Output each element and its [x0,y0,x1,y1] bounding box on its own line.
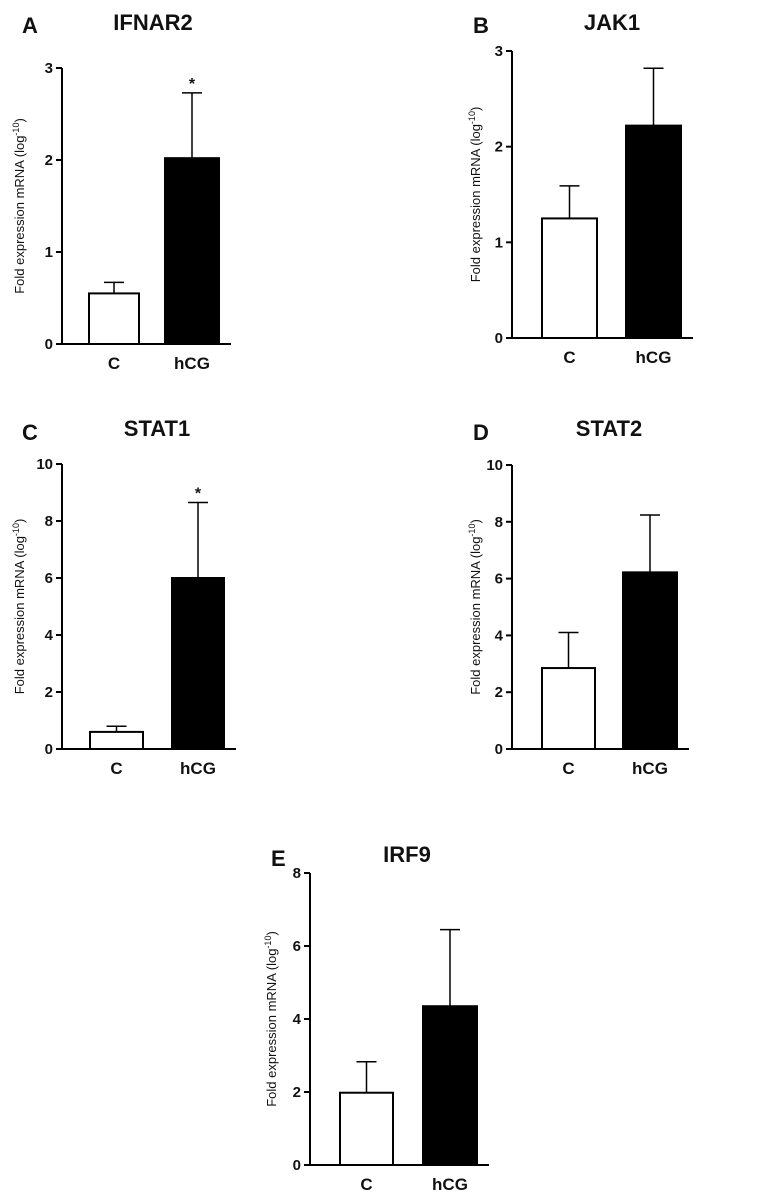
y-tick-label: 3 [495,43,503,60]
chart-panel-c: C STAT1 0 2 4 6 8 10 Fold expression mRNA (log-1… [11,416,236,778]
y-tick-label: 10 [36,456,53,473]
panel-letter: D [473,420,489,445]
y-axis-label: Fold expression mRNA (log-10) [467,107,483,283]
significance-marker: * [195,485,202,502]
y-tick-label: 1 [495,234,503,251]
y-tick-label: 0 [495,741,503,758]
chart-panel-b: B JAK1 0 1 2 3 Fold expression mRNA (log-10) C h… [467,10,693,367]
x-category-label: hCG [636,348,672,367]
x-category-label: hCG [632,759,668,778]
x-category-label: C [360,1175,372,1194]
chart-panel-e: E IRF9 0 2 4 6 8 Fold expression mRNA (log-10) C… [263,842,489,1194]
chart-title: STAT2 [576,416,642,441]
y-axis-label: Fold expression mRNA (log-10) [11,118,27,294]
bar-hcg [171,577,225,750]
y-tick-label: 4 [495,627,504,644]
panel-letter: B [473,13,489,38]
y-tick-label: 0 [293,1157,301,1174]
chart-title: IFNAR2 [113,10,192,35]
y-tick-label: 2 [293,1084,301,1101]
y-tick-label: 2 [45,684,53,701]
y-tick-label: 6 [45,570,53,587]
chart-title: JAK1 [584,10,640,35]
x-category-label: C [110,759,122,778]
panel-letter: E [271,846,286,871]
x-category-label: hCG [174,354,210,373]
y-tick-label: 8 [293,865,301,882]
bar-c [88,292,140,345]
y-axis-label: Fold expression mRNA (log-10) [263,931,279,1107]
x-category-label: C [563,348,575,367]
y-tick-label: 4 [293,1011,302,1028]
bar-c [541,217,598,340]
chart-title: IRF9 [383,842,431,867]
bar-hcg [422,1005,478,1166]
panel-letter: C [22,420,38,445]
significance-marker: * [189,76,196,93]
y-tick-label: 4 [45,627,54,644]
y-tick-label: 2 [495,684,503,701]
bar-hcg [625,124,682,340]
x-category-label: hCG [432,1175,468,1194]
y-tick-label: 2 [495,139,503,156]
y-tick-label: 0 [45,336,53,353]
y-tick-label: 3 [45,60,53,77]
bar-hcg [164,157,220,345]
y-tick-label: 10 [486,457,503,474]
x-category-label: C [108,354,120,373]
bar-c [541,667,596,750]
y-tick-label: 1 [45,244,53,261]
y-tick-label: 8 [495,514,503,531]
y-tick-label: 6 [293,938,301,955]
chart-panel-a: A IFNAR2 0 1 2 3 Fold expression mRNA (log-10)… [11,10,231,373]
bar-c [339,1091,394,1166]
y-tick-label: 8 [45,513,53,530]
x-category-label: C [562,759,574,778]
chart-panel-d: D STAT2 0 2 4 6 8 10 Fold expression mRNA (log-1… [467,416,689,778]
y-tick-label: 0 [495,330,503,347]
bar-c [89,730,144,751]
y-tick-label: 6 [495,571,503,588]
y-axis-label: Fold expression mRNA (log-10) [11,519,27,695]
x-category-label: hCG [180,759,216,778]
y-tick-label: 0 [45,741,53,758]
bar-hcg [622,571,678,750]
y-axis-label: Fold expression mRNA (log-10) [467,519,483,695]
panel-letter: A [22,13,38,38]
chart-title: STAT1 [124,416,190,441]
y-tick-label: 2 [45,152,53,169]
